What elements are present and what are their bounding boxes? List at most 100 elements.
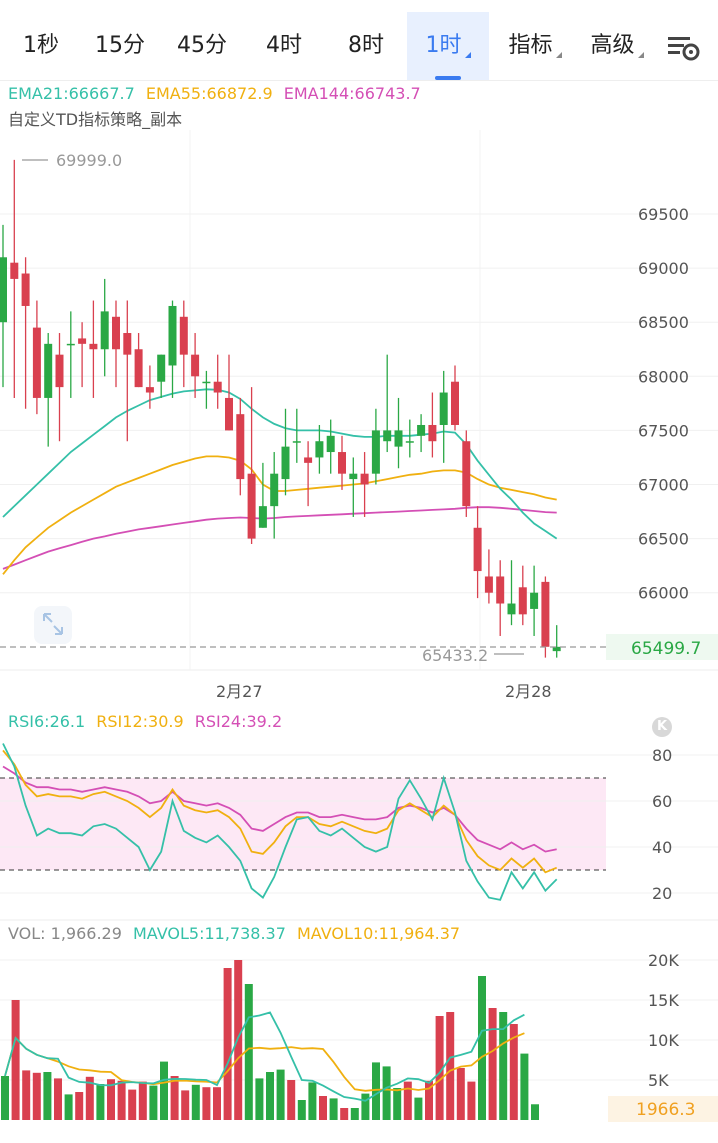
candle: [10, 159, 19, 398]
volume-bar: [32, 1072, 41, 1120]
candle: [326, 419, 335, 474]
candle: [225, 354, 233, 431]
tab-label: 指标: [508, 33, 553, 58]
volume-bar: [276, 1069, 285, 1120]
candle: [530, 565, 539, 636]
rsi12-value: RSI12:30.9: [96, 712, 184, 731]
volume-bar: [287, 1080, 296, 1120]
volume-bar: [308, 1082, 317, 1120]
volume-bar: [509, 1024, 518, 1120]
price-grid: [0, 130, 718, 670]
candle: [360, 452, 369, 517]
rsi-chart[interactable]: 80 60 40 20: [0, 736, 718, 922]
tab-1s[interactable]: 1秒: [12, 12, 70, 80]
volume-bar: [297, 1100, 306, 1120]
tab-1h[interactable]: 1时: [407, 12, 489, 80]
volume-bar: [499, 1012, 508, 1120]
volume-legend: VOL: 1,966.29 MAVOL5:11,738.37 MAVOL10:1…: [8, 924, 466, 943]
candle: [112, 300, 120, 388]
candle: [157, 354, 166, 398]
rsi-tick-label: 20: [652, 884, 672, 903]
volume-bar: [223, 968, 232, 1120]
high-marker-label: 69999.0: [56, 151, 122, 170]
volume-bar: [1, 1076, 9, 1120]
volume-bar: [181, 1090, 190, 1120]
volume-bar: [202, 1087, 211, 1120]
candlestick-chart[interactable]: 69500 69000 68500 68000 67500 67000 66500 66000…: [0, 130, 718, 710]
candle: [394, 397, 403, 469]
volume-bar: [85, 1076, 94, 1120]
rsi-tick-label: 80: [652, 746, 672, 765]
mavol5-value: MAVOL5:11,738.37: [133, 924, 286, 943]
candle: [439, 370, 448, 463]
price-axis: 69500 69000 68500 68000 67500 67000 66500 66000: [638, 205, 689, 603]
date-label-feb27: 2月27: [216, 682, 263, 701]
volume-bar: [382, 1066, 391, 1120]
ema144-value: EMA144:66743.7: [283, 84, 421, 103]
price-tick-label: 69500: [638, 205, 689, 224]
volume-bar: [403, 1081, 412, 1120]
volume-bar: [160, 1061, 168, 1120]
tab-advanced[interactable]: 高级: [584, 12, 650, 80]
tab-8h[interactable]: 8时: [338, 12, 394, 80]
candle: [371, 408, 380, 485]
volume-bar: [488, 1008, 497, 1120]
rsi24-line: [2, 765, 557, 853]
volume-bar: [244, 984, 253, 1120]
ema21-value: EMA21:66667.7: [8, 84, 135, 103]
volume-bar: [96, 1084, 105, 1120]
candle: [338, 435, 346, 490]
candle: [123, 300, 132, 442]
volume-bar: [319, 1096, 327, 1120]
candle: [145, 365, 154, 409]
candle: [66, 311, 75, 398]
volume-bar: [414, 1097, 423, 1120]
current-price-tag: 65499.7: [606, 634, 718, 660]
current-volume-tag: 1966.3: [608, 1096, 718, 1122]
volume-bar: [266, 1072, 274, 1120]
volume-bar: [43, 1072, 52, 1120]
ema-legend: EMA21:66667.7 EMA55:66872.9 EMA144:66743…: [8, 84, 427, 103]
rsi6-value: RSI6:26.1: [8, 712, 86, 731]
candle: [78, 322, 87, 388]
mavol10-line: [4, 1032, 525, 1092]
low-marker: 65433.2: [422, 646, 524, 665]
volume-bar: [107, 1079, 115, 1120]
tab-4h[interactable]: 4时: [256, 12, 312, 80]
volume-chart[interactable]: 20K 15K 10K 5K 1966.3: [0, 940, 718, 1143]
volume-bar: [191, 1084, 200, 1120]
expand-arrows-icon[interactable]: [34, 606, 72, 644]
tab-15m[interactable]: 15分: [88, 12, 152, 80]
volume-bar: [456, 1068, 465, 1120]
tab-label: 1秒: [23, 33, 59, 58]
candle: [100, 278, 109, 377]
volume-bar: [531, 1104, 539, 1120]
candle: [0, 224, 7, 388]
candle: [462, 430, 471, 517]
volume-bar: [425, 1080, 433, 1120]
candle: [552, 625, 561, 658]
volume-bar: [361, 1093, 370, 1120]
timeframe-tab-bar: 1秒 15分 45分 4时 8时 1时 指标 高级: [0, 0, 718, 80]
candle: [191, 333, 200, 398]
ema21-line: [2, 388, 558, 540]
candle: [518, 565, 527, 626]
k-badge-icon[interactable]: K: [652, 717, 672, 737]
rsi24-path: [2, 765, 557, 853]
volume-bar: [75, 1092, 84, 1120]
tab-45m[interactable]: 45分: [170, 12, 234, 80]
mavol10-path: [4, 1032, 525, 1092]
tab-label: 4时: [266, 33, 302, 58]
current-volume-label: 1966.3: [636, 1100, 695, 1120]
volume-bar: [54, 1078, 62, 1120]
volume-bar: [11, 1000, 20, 1120]
candle: [484, 549, 493, 604]
tab-indicators[interactable]: 指标: [502, 12, 568, 80]
rsi-band: [0, 778, 606, 870]
tab-label: 8时: [348, 33, 384, 58]
rsi-tick-label: 60: [652, 792, 672, 811]
chart-settings-icon[interactable]: [664, 30, 704, 66]
rsi12-path: [2, 749, 558, 874]
volume-bar: [393, 1088, 402, 1120]
rsi-grid: [0, 754, 718, 894]
